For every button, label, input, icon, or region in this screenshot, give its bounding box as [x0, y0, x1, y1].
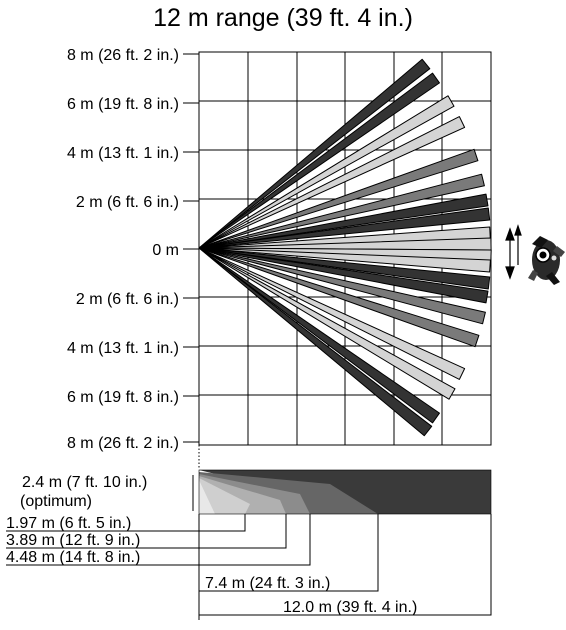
detection-beam-18 — [198, 247, 456, 400]
detection-beam-8 — [198, 207, 491, 249]
detection-beam-12 — [198, 247, 491, 273]
y-label-bottom-6m: 6 m (19 ft. 8 in.) — [67, 389, 179, 406]
y-label-top-8m: 8 m (26 ft. 2 in.) — [67, 47, 179, 64]
dim-line-448 — [6, 514, 311, 566]
y-label-top-6m: 6 m (19 ft. 8 in.) — [67, 96, 179, 113]
vertical-double-arrow-icon — [505, 224, 522, 280]
y-label-top-2m: 2 m (6 ft. 6 in.) — [76, 194, 179, 211]
y-label-top-4m: 4 m (13 ft. 1 in.) — [67, 145, 179, 162]
detection-beam-13 — [198, 247, 491, 290]
distance-label-120: 12.0 m (39 ft. 4 in.) — [283, 599, 417, 616]
detection-beam-5 — [198, 148, 479, 249]
y-axis-labels: 8 m (26 ft. 2 in.) 6 m (19 ft. 8 in.) 4 … — [67, 47, 179, 452]
dim-line-197 — [6, 514, 246, 532]
dim-line-120 — [199, 514, 492, 616]
detection-beam-16 — [198, 247, 480, 348]
detection-beam-17 — [198, 247, 466, 380]
distance-label-197: 1.97 m (6 ft. 5 in.) — [6, 515, 131, 532]
mount-height-label: 2.4 m (7 ft. 10 in.) — [22, 474, 147, 491]
y-label-bottom-4m: 4 m (13 ft. 1 in.) — [67, 340, 179, 357]
detection-beam-6 — [198, 173, 485, 249]
side-view-layer-5 — [199, 478, 250, 514]
dim-line-389 — [6, 514, 287, 549]
walking-person-icon — [528, 236, 565, 285]
distance-label-448: 4.48 m (14 ft. 8 in.) — [6, 549, 140, 566]
detection-beam-15 — [198, 247, 486, 325]
y-label-bottom-8m: 8 m (26 ft. 2 in.) — [67, 435, 179, 452]
detection-beam-7 — [198, 193, 489, 249]
dim-line-74 — [199, 514, 379, 592]
side-view — [198, 469, 492, 515]
distance-dimensions: 1.97 m (6 ft. 5 in.) 3.89 m (12 ft. 9 in… — [6, 515, 417, 616]
y-axis-ticks — [183, 53, 199, 443]
distance-label-74: 7.4 m (24 ft. 3 in.) — [205, 575, 330, 592]
detection-beam-1 — [198, 58, 431, 249]
detection-beam-2 — [198, 72, 440, 249]
detection-beams — [198, 58, 492, 437]
side-view-frame — [198, 469, 492, 515]
diagram-title: 12 m range (39 ft. 4 in.) — [153, 4, 413, 32]
detection-beam-14 — [198, 247, 489, 304]
side-view-layer-6 — [199, 480, 215, 514]
detection-beam-3 — [198, 95, 455, 249]
detection-beam-19 — [198, 247, 440, 424]
mount-height-note: (optimum) — [20, 493, 92, 510]
y-label-0m: 0 m — [152, 242, 179, 259]
dimension-lines — [6, 514, 492, 620]
distance-label-389: 3.89 m (12 ft. 9 in.) — [6, 532, 140, 549]
y-label-bottom-2m: 2 m (6 ft. 6 in.) — [76, 291, 179, 308]
detection-beam-20 — [198, 247, 433, 437]
side-view-beams — [199, 470, 491, 514]
detection-beam-4 — [198, 116, 466, 249]
